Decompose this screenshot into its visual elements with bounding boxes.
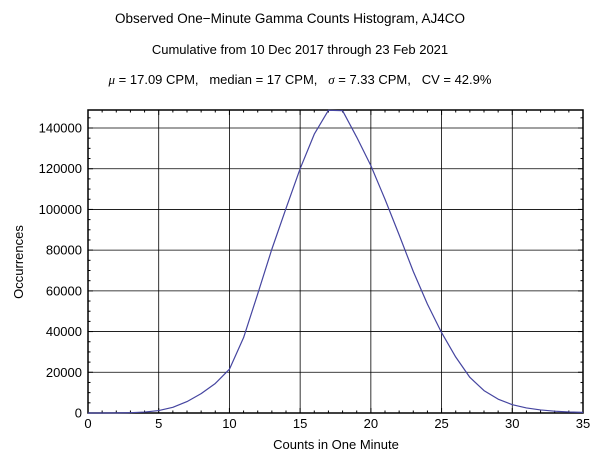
- x-tick-label: 0: [84, 416, 91, 431]
- x-tick-label: 30: [505, 416, 519, 431]
- grid-lines: [88, 110, 583, 413]
- plot-subtitle: Cumulative from 10 Dec 2017 through 23 F…: [151, 42, 449, 57]
- stats-greek-symbol: μ: [108, 72, 116, 87]
- stats-text: = 17.09 CPM, median = 17 CPM,: [115, 72, 329, 87]
- y-tick-label: 60000: [46, 283, 82, 298]
- x-tick-label: 25: [434, 416, 448, 431]
- x-tick-label: 5: [155, 416, 162, 431]
- axis-ticks: [87, 110, 584, 414]
- tick-labels: 0 5 10 15 20 25 30 35 0 20000 40000 60000 80000 10000…: [39, 120, 591, 431]
- y-tick-label: 80000: [46, 243, 82, 258]
- stats-text: = 7.33 CPM, CV = 42.9%: [334, 72, 492, 87]
- plot-title: Observed One−Minute Gamma Counts Histogr…: [114, 11, 466, 26]
- y-tick-label: 140000: [39, 120, 82, 135]
- x-axis-label: Counts in One Minute: [273, 437, 399, 452]
- x-tick-label: 15: [293, 416, 307, 431]
- histogram-curve: [88, 109, 584, 414]
- x-tick-label: 35: [576, 416, 590, 431]
- data-curve: [88, 109, 584, 414]
- y-tick-label: 40000: [46, 324, 82, 339]
- plot-stats-line: μ = 17.09 CPM, median = 17 CPM, σ = 7.33…: [0, 72, 600, 88]
- x-tick-label: 20: [364, 416, 378, 431]
- x-tick-label: 10: [222, 416, 236, 431]
- stats-greek-symbol: σ: [328, 72, 335, 87]
- plot-frame: [87, 109, 584, 414]
- y-axis-label: Occurrences: [11, 225, 26, 299]
- y-tick-label: 120000: [39, 161, 82, 176]
- y-tick-label: 20000: [46, 365, 82, 380]
- y-tick-label: 0: [75, 406, 82, 421]
- y-tick-label: 100000: [39, 202, 82, 217]
